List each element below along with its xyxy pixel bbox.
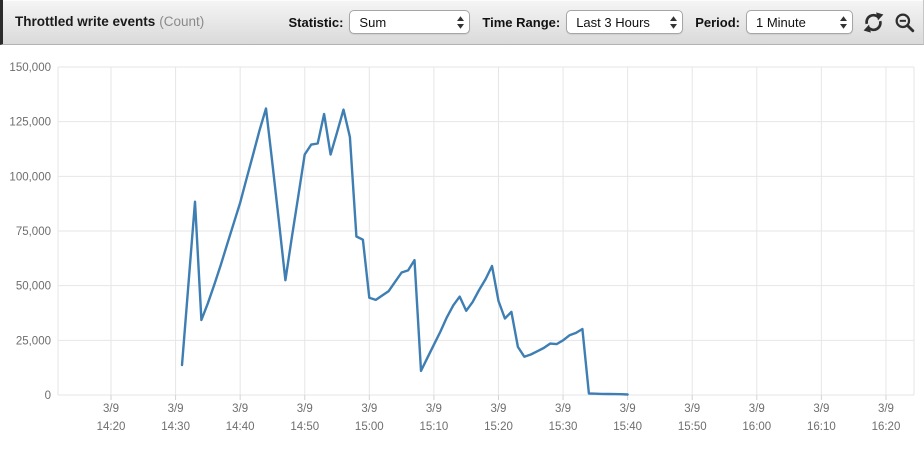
y-tick-label: 0 xyxy=(45,390,51,402)
period-select[interactable]: 1 Minute xyxy=(746,10,853,34)
x-tick-time: 15:20 xyxy=(484,421,513,433)
time-range-label: Time Range: xyxy=(482,14,561,30)
x-tick-time: 15:50 xyxy=(678,421,707,433)
period-label: Period: xyxy=(695,14,740,30)
x-tick-time: 14:30 xyxy=(161,421,190,433)
select-stepper-icon xyxy=(456,15,465,30)
y-tick-label: 75,000 xyxy=(16,226,51,238)
x-tick-time: 15:00 xyxy=(355,421,384,433)
x-tick-date: 3/9 xyxy=(813,403,829,415)
x-tick-time: 15:30 xyxy=(549,421,578,433)
x-tick-time: 14:40 xyxy=(226,421,255,433)
x-tick-time: 14:50 xyxy=(290,421,319,433)
x-tick-date: 3/9 xyxy=(297,403,313,415)
x-tick-time: 15:40 xyxy=(613,421,642,433)
x-tick-time: 16:20 xyxy=(872,421,901,433)
y-tick-label: 150,000 xyxy=(9,62,51,74)
x-tick-date: 3/9 xyxy=(684,403,700,415)
time-range-select[interactable]: Last 3 Hours xyxy=(566,10,684,34)
chart-title-group: Throttled write events (Count) xyxy=(15,13,277,31)
statistic-label: Statistic: xyxy=(288,14,344,30)
x-tick-date: 3/9 xyxy=(232,403,248,415)
select-stepper-icon xyxy=(839,15,848,30)
x-tick-time: 16:10 xyxy=(807,421,836,433)
x-tick-time: 16:00 xyxy=(742,421,771,433)
y-tick-label: 100,000 xyxy=(9,171,51,183)
refresh-icon[interactable] xyxy=(862,11,885,34)
x-tick-time: 14:20 xyxy=(97,421,126,433)
y-tick-label: 50,000 xyxy=(16,281,51,293)
x-tick-date: 3/9 xyxy=(878,403,894,415)
y-tick-label: 125,000 xyxy=(9,117,51,129)
x-tick-time: 15:10 xyxy=(420,421,449,433)
line-chart: 150,000 125,000 100,000 75,000 50,000 25,000 0… xyxy=(9,62,915,433)
select-stepper-icon xyxy=(669,15,678,30)
statistic-select-value: Sum xyxy=(359,14,387,30)
x-tick-date: 3/9 xyxy=(749,403,765,415)
x-tick-date: 3/9 xyxy=(103,403,119,415)
chart-controls: Statistic: Sum Time Range: Last 3 Hours … xyxy=(277,10,915,34)
chart-unit: (Count) xyxy=(159,14,205,29)
zoom-out-icon[interactable] xyxy=(894,12,915,33)
x-tick-date: 3/9 xyxy=(168,403,184,415)
x-tick-date: 3/9 xyxy=(620,403,636,415)
statistic-select[interactable]: Sum xyxy=(349,10,471,34)
chart-title: Throttled write events xyxy=(15,14,156,29)
x-tick-date: 3/9 xyxy=(555,403,571,415)
x-tick-date: 3/9 xyxy=(490,403,506,415)
x-tick-date: 3/9 xyxy=(426,403,442,415)
x-tick-date: 3/9 xyxy=(361,403,377,415)
chart-area[interactable]: 150,000 125,000 100,000 75,000 50,000 25,000 0… xyxy=(0,45,924,445)
period-select-value: 1 Minute xyxy=(756,14,806,30)
time-range-select-value: Last 3 Hours xyxy=(576,14,650,30)
chart-header: Throttled write events (Count) Statistic:… xyxy=(0,0,924,45)
y-tick-label: 25,000 xyxy=(16,335,51,347)
metric-line-series xyxy=(180,107,629,396)
